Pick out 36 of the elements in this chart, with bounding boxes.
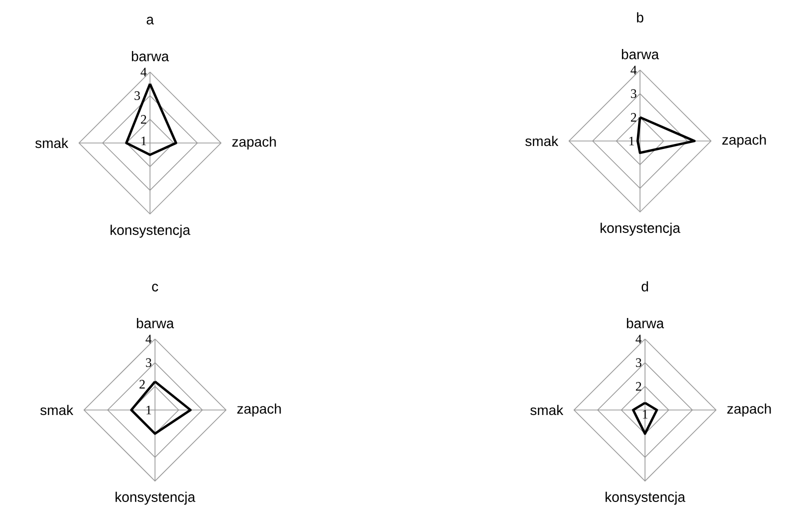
chart-title: a — [146, 16, 154, 24]
y-tick-label: 1 — [146, 406, 152, 414]
spoke-label: smak — [530, 404, 564, 416]
spoke-label: zapach — [237, 403, 281, 416]
spoke-label: smak — [525, 136, 558, 146]
y-tick-label: 1 — [142, 136, 146, 146]
spoke-label: smak — [35, 138, 68, 148]
spoke-label: zapach — [727, 403, 771, 416]
spoke-label: barwa — [136, 318, 174, 328]
y-tick-label: 4 — [146, 334, 152, 344]
y-tick-label: 4 — [630, 66, 637, 74]
y-tick-label: 2 — [630, 113, 636, 122]
spoke-label: smak — [40, 404, 74, 416]
spoke-label: barwa — [626, 318, 664, 328]
y-tick-label: 3 — [146, 358, 152, 368]
y-tick-label: 2 — [140, 380, 145, 388]
spoke-label: zapach — [722, 134, 766, 148]
y-tick-label: 4 — [636, 334, 642, 344]
y-tick-label: 1 — [629, 136, 634, 146]
y-tick-label: 2 — [140, 115, 146, 124]
spoke-label: konsystencja — [110, 224, 190, 238]
spoke-label: barwa — [132, 51, 169, 62]
y-tick-label: 3 — [134, 91, 140, 100]
spoke-label: zapach — [232, 136, 276, 150]
chart-title: b — [637, 12, 644, 22]
spoke-label: konsystencja — [606, 492, 686, 505]
y-tick-label: 3 — [631, 89, 636, 98]
chart-title: c — [152, 284, 158, 292]
spoke-label: konsystencja — [600, 222, 680, 236]
spoke-label: konsystencja — [116, 492, 196, 505]
chart-title: d — [642, 281, 648, 292]
y-tick-label: 4 — [140, 68, 147, 76]
y-tick-label: 1 — [642, 410, 648, 419]
y-tick-label: 2 — [636, 382, 642, 391]
spoke-label: barwa — [622, 49, 660, 60]
y-tick-label: 3 — [636, 358, 642, 368]
